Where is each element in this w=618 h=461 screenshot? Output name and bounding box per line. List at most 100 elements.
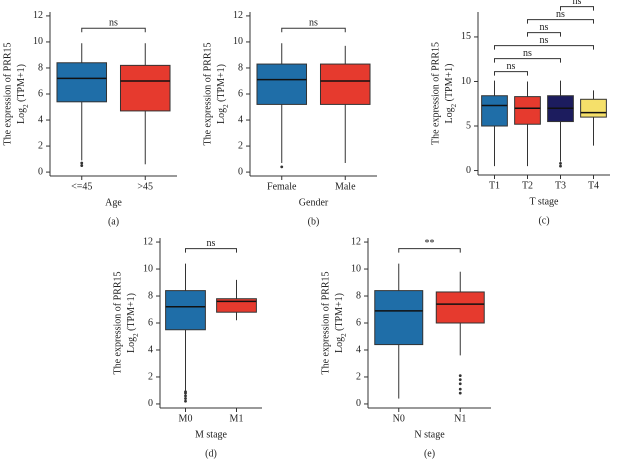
y-tick-label: 12: [33, 10, 43, 21]
bracket: [81, 27, 146, 33]
bracket: [281, 27, 346, 33]
panel-label: (a): [108, 216, 119, 227]
y-tick-label: 4: [238, 114, 243, 125]
y-tick-label: 5: [466, 120, 471, 131]
significance: ns: [523, 48, 532, 59]
y-tick-label: 15: [461, 31, 471, 42]
y-tick-label: 0: [238, 166, 243, 177]
outlier: [80, 164, 84, 167]
y-tick-label: 2: [356, 371, 361, 382]
outlier: [184, 397, 187, 400]
y-tick-label: 0: [356, 398, 361, 409]
panel-label: (e): [424, 448, 435, 459]
y-tick-label: 6: [238, 88, 243, 99]
x-tick-label: T2: [522, 180, 533, 191]
y-label-unit: Log2 (TPM+1): [334, 293, 347, 353]
y-tick-label: 8: [148, 290, 153, 301]
x-tick-label: N0: [393, 413, 405, 424]
y-label-part: (TPM+1): [444, 64, 455, 104]
y-tick-label: 10: [461, 76, 471, 87]
y-tick-label: 6: [38, 88, 43, 99]
bracket: [398, 248, 461, 253]
significance: ns: [309, 18, 318, 29]
outlier: [458, 374, 462, 378]
box: [580, 98, 607, 118]
outlier: [559, 164, 562, 168]
y-label-part: (TPM+1): [216, 64, 227, 104]
y-tick-label: 10: [233, 36, 243, 47]
significance: ns: [207, 238, 216, 249]
x-label: M stage: [195, 429, 228, 440]
outlier: [184, 394, 187, 398]
y-label-part: (TPM+1): [334, 293, 345, 333]
significance: ns: [507, 61, 516, 72]
y-label-part: 2: [450, 103, 458, 107]
y-label-part: Log: [444, 107, 455, 123]
x-label: Gender: [299, 197, 329, 208]
panel-label: (b): [308, 216, 320, 227]
x-label: Age: [105, 197, 122, 208]
y-tick-label: 6: [356, 317, 361, 328]
y-tick-label: 2: [238, 140, 243, 151]
outlier: [458, 387, 462, 391]
box: [56, 62, 108, 103]
y-label: The expression of PRR15: [112, 271, 123, 374]
x-tick-label: M0: [179, 413, 193, 424]
outlier: [458, 391, 462, 395]
y-tick-label: 4: [38, 114, 43, 125]
significance: ns: [109, 18, 118, 29]
y-tick-label: 0: [38, 166, 43, 177]
x-label: T stage: [530, 196, 560, 207]
y-tick-label: 12: [143, 236, 153, 247]
y-tick-label: 2: [38, 140, 43, 151]
y-tick-label: 10: [143, 263, 153, 274]
bracket: [494, 58, 561, 63]
x-tick-label: >45: [137, 181, 153, 192]
bracket: [560, 6, 594, 11]
outlier: [280, 165, 284, 169]
y-tick-label: 10: [351, 263, 361, 274]
x-tick-label: T3: [555, 180, 566, 191]
y-tick-label: 0: [148, 398, 153, 409]
x-tick-label: Male: [335, 181, 356, 192]
y-label-part: 2: [222, 104, 230, 108]
y-label-unit: Log2 (TPM+1): [126, 293, 139, 353]
box: [374, 290, 424, 346]
panel-label: (d): [205, 448, 217, 459]
bracket: [527, 19, 594, 24]
significance: ns: [573, 0, 582, 7]
y-label: The expression of PRR15: [2, 42, 13, 145]
y-label-unit: Log2 (TPM+1): [16, 64, 29, 124]
y-tick-label: 4: [148, 344, 153, 355]
box: [256, 63, 308, 105]
y-label-part: Log: [334, 337, 345, 353]
outlier: [458, 378, 462, 382]
x-tick-label: Female: [267, 181, 297, 192]
significance: ns: [556, 9, 565, 20]
significance: **: [425, 238, 435, 249]
box: [165, 290, 206, 331]
y-tick-label: 10: [33, 36, 43, 47]
box: [481, 95, 508, 127]
y-label-unit: Log2 (TPM+1): [216, 64, 229, 124]
x-tick-label: N1: [454, 413, 466, 424]
y-label-part: 2: [22, 104, 30, 108]
y-label-part: 2: [132, 333, 140, 337]
box: [435, 291, 485, 324]
y-tick-label: 2: [148, 371, 153, 382]
outlier: [80, 161, 84, 165]
y-tick-label: 12: [351, 236, 361, 247]
y-tick-label: 8: [238, 62, 243, 73]
y-tick-label: 12: [233, 10, 243, 21]
x-tick-label: T1: [489, 180, 500, 191]
y-label: The expression of PRR15: [430, 42, 441, 145]
panel-label: (c): [538, 215, 549, 226]
y-label: The expression of PRR15: [202, 42, 213, 145]
y-label-part: (TPM+1): [126, 293, 137, 333]
y-label-part: (TPM+1): [16, 64, 27, 104]
bracket: [494, 71, 528, 76]
x-label: N stage: [414, 429, 445, 440]
outlier: [184, 399, 187, 403]
x-tick-label: M1: [230, 413, 244, 424]
